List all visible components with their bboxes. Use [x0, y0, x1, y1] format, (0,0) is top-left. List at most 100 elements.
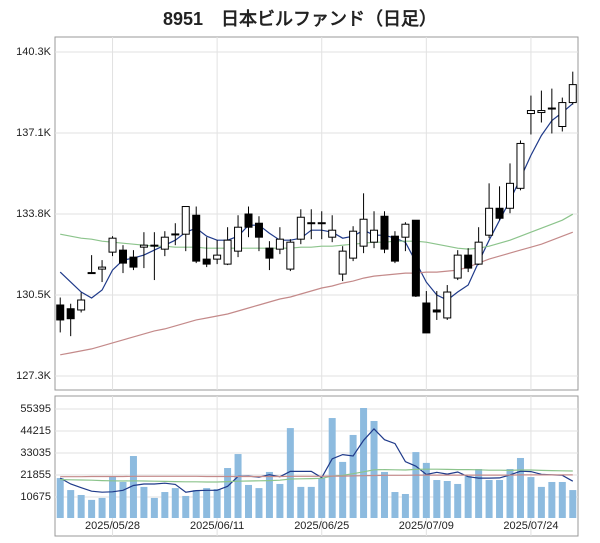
- x-tick-label: 2025/05/28: [85, 520, 140, 532]
- candle-body: [422, 302, 431, 334]
- candle-body: [537, 110, 546, 114]
- candle-body: [98, 266, 107, 270]
- candle-body: [77, 299, 86, 311]
- y-tick-label: 130.5K: [16, 289, 52, 301]
- candle-body: [223, 239, 232, 265]
- volume-bar: [192, 490, 200, 518]
- candle-body: [286, 241, 295, 270]
- volume-bar: [140, 486, 148, 518]
- volume-bar: [203, 488, 211, 518]
- volume-bar: [88, 499, 96, 518]
- volume-bar: [307, 486, 315, 518]
- volume-bar: [401, 493, 409, 518]
- volume-bar: [380, 471, 388, 518]
- candle-body: [66, 308, 75, 320]
- volume-bar: [506, 469, 514, 518]
- volume-bar: [245, 484, 253, 518]
- volume-bar: [161, 492, 169, 518]
- candle-body: [56, 304, 65, 321]
- candle-body: [558, 102, 567, 127]
- x-tick-label: 2025/07/24: [503, 520, 558, 532]
- volume-bar: [234, 454, 242, 518]
- volume-bar: [224, 468, 232, 518]
- candle-body: [296, 216, 305, 240]
- candle-body: [464, 254, 473, 269]
- volume-bar: [98, 497, 106, 518]
- candle-body: [265, 247, 274, 259]
- volume-bar: [496, 480, 504, 518]
- y-tick-label: 10675: [20, 491, 51, 503]
- moving-average-line: [60, 474, 573, 478]
- volume-bar: [182, 495, 190, 518]
- y-tick-label: 127.3K: [16, 370, 52, 382]
- candle-body: [432, 309, 441, 313]
- candle-body: [181, 206, 190, 235]
- volume-bar: [391, 492, 399, 518]
- moving-average-line: [59, 103, 574, 301]
- volume-bar: [318, 478, 326, 518]
- volume-bar: [255, 488, 263, 518]
- candle-body: [349, 230, 358, 259]
- candle-body: [171, 233, 180, 236]
- candle-body: [411, 219, 420, 297]
- volume-bar: [67, 490, 75, 518]
- x-tick-label: 2025/06/25: [294, 520, 349, 532]
- candle-body: [380, 215, 389, 250]
- y-tick-label: 44215: [20, 425, 51, 437]
- candle-body: [234, 226, 243, 252]
- y-tick-label: 33035: [20, 447, 51, 459]
- moving-average-line: [60, 231, 574, 356]
- volume-bar: [339, 461, 347, 518]
- candle-body: [506, 182, 515, 209]
- volume-bar: [56, 478, 64, 518]
- volume-bar: [77, 494, 85, 518]
- volume-bar: [464, 476, 472, 518]
- volume-bar: [297, 486, 305, 518]
- y-tick-label: 133.8K: [16, 208, 52, 220]
- volume-bar: [129, 456, 137, 518]
- candle-body: [254, 222, 263, 238]
- moving-average-line: [59, 428, 574, 493]
- x-tick-label: 2025/07/09: [399, 520, 454, 532]
- candle-body: [485, 207, 494, 236]
- volume-bar: [537, 486, 545, 518]
- y-tick-label: 140.3K: [16, 46, 52, 58]
- candle-body: [118, 249, 127, 264]
- volume-bar: [328, 418, 336, 518]
- candle-body: [244, 213, 253, 228]
- volume-bar: [454, 483, 462, 518]
- x-tick-label: 2025/06/11: [190, 520, 244, 532]
- candle-body: [328, 229, 337, 238]
- candle-body: [359, 218, 368, 247]
- candle-body: [495, 207, 504, 219]
- candle-body: [516, 142, 525, 189]
- candle-body: [139, 244, 148, 248]
- volume-bar: [213, 489, 221, 518]
- volume-bar: [119, 481, 127, 518]
- candle-body: [213, 254, 222, 260]
- y-tick-label: 55395: [20, 403, 51, 415]
- candle-body: [390, 235, 399, 262]
- candle-body: [108, 237, 117, 253]
- moving-average-line: [60, 468, 573, 483]
- volume-bar: [433, 480, 441, 518]
- volume-bar: [475, 469, 483, 518]
- candle-body: [453, 254, 462, 279]
- volume-panel: [54, 395, 579, 537]
- candle-body: [443, 291, 452, 319]
- candle-body: [160, 236, 169, 250]
- volume-bar: [109, 476, 117, 518]
- candle-body: [192, 214, 201, 262]
- candle-body: [129, 256, 138, 268]
- volume-bar: [286, 428, 294, 518]
- candle-body: [526, 110, 535, 115]
- candle-body: [87, 272, 96, 275]
- candle-body: [547, 107, 556, 110]
- volume-bar: [485, 480, 493, 518]
- volume-bar: [150, 497, 158, 518]
- volume-bar: [276, 483, 284, 518]
- candle-body: [370, 229, 379, 243]
- volume-bar: [265, 471, 273, 518]
- candle-body: [474, 241, 483, 265]
